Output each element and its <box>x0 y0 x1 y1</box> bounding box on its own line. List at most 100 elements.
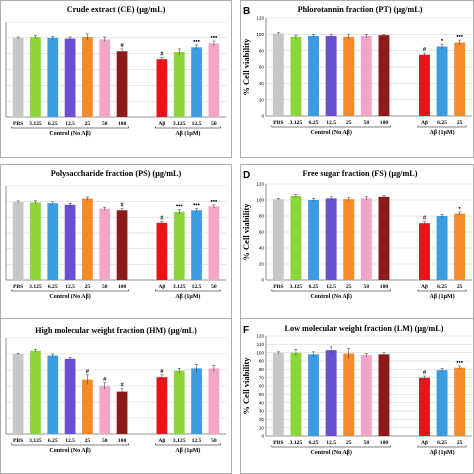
bar-4 <box>325 350 337 436</box>
bar-10 <box>191 210 202 280</box>
x-tick-label: 100 <box>380 440 389 446</box>
bar-8 <box>156 222 168 280</box>
x-tick-label: 50 <box>102 121 108 127</box>
y-tick-label: 100 <box>256 198 264 203</box>
significance-mark: # <box>423 215 427 222</box>
significance-mark: # <box>160 214 164 221</box>
bar-2 <box>30 37 41 117</box>
y-tick-label: 110 <box>257 342 265 347</box>
chart-panel-1: Crude extract (CE) (µg/mL) PBS 3.125 6.25 12… <box>0 0 232 158</box>
bar-5 <box>343 199 355 280</box>
x-tick-label: 12.5 <box>65 284 75 290</box>
bar-5 <box>343 36 355 116</box>
y-tick-label: 60 <box>259 384 265 389</box>
bar-11 <box>208 206 220 280</box>
significance-mark: # <box>86 368 90 375</box>
y-tick-label: 80 <box>259 214 265 219</box>
group-label: Control (No Aβ) <box>310 449 351 456</box>
group-bracket <box>417 445 467 448</box>
group-label: Control (No Aβ) <box>49 293 90 300</box>
y-tick-label: 30 <box>259 409 265 414</box>
y-axis-label: % Cell viability <box>241 203 251 261</box>
x-tick-label: 3.125 <box>173 121 186 127</box>
group-label: Aβ (1μM) <box>430 129 455 136</box>
x-tick-label: 12.5 <box>192 284 202 290</box>
x-tick-label: PBS <box>273 120 283 126</box>
x-tick-label: 25 <box>457 440 463 446</box>
panel-letter: F <box>243 325 249 336</box>
y-tick-label: 120 <box>256 16 264 21</box>
significance-mark: ••• <box>210 198 218 205</box>
y-tick-label: 20 <box>259 262 265 267</box>
chart-panel-5: High molecular weight fraction (HM) (µg/… <box>0 318 232 474</box>
bar-8 <box>419 54 430 116</box>
bar-1 <box>272 352 284 436</box>
x-tick-label: PBS <box>13 438 23 444</box>
x-tick-label: 25 <box>346 284 352 290</box>
significance-mark: ••• <box>176 203 184 210</box>
bar-11 <box>208 368 220 434</box>
x-tick-label: 25 <box>346 120 352 126</box>
significance-mark: # <box>160 368 164 375</box>
bar-4 <box>325 198 337 280</box>
significance-mark: ••• <box>193 202 201 209</box>
significance-mark: ••• <box>193 38 201 45</box>
bar-2 <box>290 352 302 436</box>
bar-1 <box>272 33 284 117</box>
significance-mark: # <box>423 369 427 376</box>
group-label: Aβ (1μM) <box>430 293 455 300</box>
chart-title: Crude extract (CE) (µg/mL) <box>67 5 166 14</box>
bar-3 <box>47 203 59 280</box>
x-tick-label: Aβ <box>421 284 428 290</box>
x-tick-label: 12.5 <box>192 438 202 444</box>
bar-4 <box>64 38 76 117</box>
bar-2 <box>290 36 302 116</box>
chart-title: Phlorotannin fraction (PT) (µg/mL) <box>298 5 423 14</box>
group-bracket <box>417 125 467 128</box>
y-tick-label: 120 <box>256 182 264 187</box>
x-tick-label: 6.25 <box>48 121 58 127</box>
x-tick-label: 25 <box>85 438 91 444</box>
chart-title: High molecular weight fraction (HM) (µg/… <box>35 326 197 335</box>
bar-3 <box>308 354 319 436</box>
bar-4 <box>64 204 76 280</box>
bar-7 <box>116 210 128 280</box>
group-bracket <box>271 125 391 128</box>
y-tick-label: 80 <box>259 367 265 372</box>
bar-2 <box>30 350 41 434</box>
group-label: Control (No Aβ) <box>310 293 351 300</box>
y-tick-label: 60 <box>259 65 265 70</box>
group-label: Control (No Aβ) <box>310 129 351 136</box>
significance-mark: # <box>120 381 124 388</box>
bar-5 <box>343 353 355 436</box>
x-tick-label: 6.25 <box>309 284 319 290</box>
y-tick-label: 40 <box>259 246 265 251</box>
significance-mark: ••• <box>210 34 218 41</box>
x-tick-label: Aβ <box>158 284 165 290</box>
y-tick-label: 90 <box>259 359 265 364</box>
bar-9 <box>173 52 185 118</box>
group-bracket <box>271 289 391 292</box>
y-tick-label: 100 <box>256 32 264 37</box>
group-label: Control (No Aβ) <box>49 130 90 137</box>
x-tick-label: 50 <box>364 120 370 126</box>
x-tick-label: 6.25 <box>309 440 319 446</box>
chart-panel-2: B Phlorotannin fraction (PT) (µg/mL) 0 20 40… <box>240 0 474 158</box>
x-tick-label: PBS <box>273 440 283 446</box>
y-axis-label: % Cell viability <box>241 38 251 96</box>
x-tick-label: 25 <box>457 120 463 126</box>
x-tick-label: 100 <box>380 120 389 126</box>
x-tick-label: 50 <box>102 284 108 290</box>
y-tick-label: 10 <box>259 425 265 430</box>
group-bracket <box>417 289 467 292</box>
x-tick-label: PBS <box>13 284 23 290</box>
bar-9 <box>173 370 185 434</box>
significance-mark: • <box>459 205 462 212</box>
bar-1 <box>272 199 284 280</box>
bar-9 <box>436 46 448 117</box>
y-tick-label: 70 <box>259 375 265 380</box>
bar-7 <box>378 35 390 116</box>
x-tick-label: 50 <box>211 121 217 127</box>
bar-5 <box>82 37 93 117</box>
bar-10 <box>191 368 202 434</box>
